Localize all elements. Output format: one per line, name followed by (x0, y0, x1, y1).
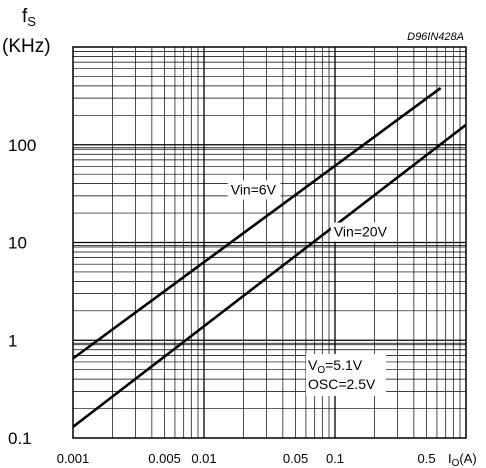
osc-label: OSC=2.5V (308, 376, 376, 392)
series-label-bg (227, 180, 281, 200)
x-axis-label: IO(A) (448, 451, 477, 468)
x-tick-label: 0.005 (148, 451, 181, 466)
x-tick-label: 0.01 (191, 451, 216, 466)
x-tick-label: 0.5 (418, 451, 436, 466)
x-tick-label: 0.05 (283, 451, 308, 466)
label-layer: 100 10 1 0.1 0.001 0.005 0.01 0.05 0.1 0.5 Vin=6V V… (8, 136, 436, 466)
y-axis-unit: (KHz) (2, 36, 51, 57)
series-line (72, 87, 442, 360)
y-tick-label: 100 (8, 136, 36, 155)
grid (73, 47, 466, 438)
vo-label: VO=5.1V (308, 357, 363, 376)
series-label-bg (330, 222, 392, 242)
series-label: Vin=6V (231, 181, 277, 197)
series-label: Vin=20V (334, 224, 388, 240)
annotation-box: VO=5.1V OSC=2.5V (306, 354, 386, 396)
series-layer (72, 87, 467, 428)
x-tick-label: 0.001 (57, 451, 90, 466)
plot-frame (72, 46, 467, 439)
chart-ref-code: D96IN428A (407, 31, 464, 43)
x-tick-label: 0.1 (326, 451, 344, 466)
y-tick-label: 1 (8, 331, 17, 350)
y-axis-label: fS (22, 6, 36, 29)
y-tick-label: 10 (8, 234, 27, 253)
series-line (72, 123, 467, 428)
y-tick-label: 0.1 (8, 429, 32, 448)
